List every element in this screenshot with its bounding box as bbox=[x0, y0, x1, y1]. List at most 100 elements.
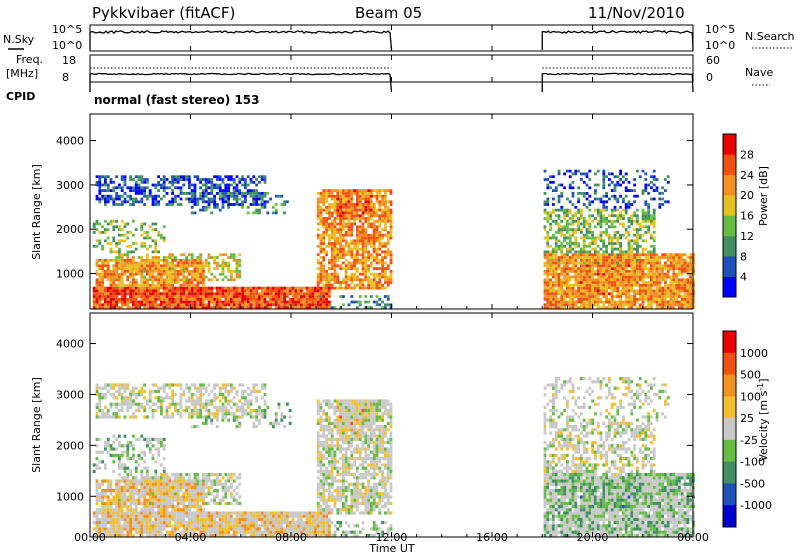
scatter-cell bbox=[191, 303, 194, 306]
scatter-cell bbox=[269, 298, 272, 301]
scatter-cell bbox=[152, 499, 155, 502]
scatter-cell bbox=[171, 415, 174, 418]
scatter-cell bbox=[670, 267, 673, 270]
scatter-cell bbox=[308, 301, 311, 304]
scatter-cell bbox=[157, 489, 160, 492]
scatter-cell bbox=[160, 463, 163, 466]
scatter-cell bbox=[104, 502, 107, 505]
scatter-cell bbox=[605, 256, 608, 259]
scatter-cell bbox=[602, 242, 605, 245]
scatter-cell bbox=[667, 301, 670, 304]
scatter-cell bbox=[322, 237, 325, 240]
scatter-cell bbox=[182, 292, 185, 295]
nsky-tick-top: 10^5 bbox=[52, 23, 82, 36]
scatter-cell bbox=[689, 259, 692, 262]
scatter-cell bbox=[160, 527, 163, 530]
scatter-cell bbox=[213, 287, 216, 290]
scatter-cell bbox=[591, 220, 594, 223]
scatter-cell bbox=[115, 270, 118, 273]
scatter-cell bbox=[594, 262, 597, 265]
scatter-cell bbox=[686, 267, 689, 270]
scatter-cell bbox=[191, 259, 194, 262]
scatter-cell bbox=[112, 527, 115, 530]
scatter-cell bbox=[138, 184, 141, 187]
scatter-cell bbox=[594, 301, 597, 304]
scatter-cell bbox=[266, 301, 269, 304]
scatter-cell bbox=[611, 303, 614, 306]
scatter-cell bbox=[112, 186, 115, 189]
scatter-cell bbox=[180, 399, 183, 402]
scatter-cell bbox=[367, 200, 370, 203]
scatter-cell bbox=[132, 486, 135, 489]
scatter-cell bbox=[124, 383, 127, 386]
scatter-cell bbox=[616, 284, 619, 287]
scatter-cell bbox=[544, 281, 547, 284]
scatter-cell bbox=[261, 301, 264, 304]
scatter-cell bbox=[350, 251, 353, 254]
scatter-cell bbox=[605, 209, 608, 212]
scatter-cell bbox=[630, 262, 633, 265]
scatter-cell bbox=[135, 511, 138, 514]
scatter-cell bbox=[205, 290, 208, 293]
scatter-cell bbox=[126, 251, 129, 254]
scatter-cell bbox=[563, 290, 566, 293]
scatter-cell bbox=[325, 195, 328, 198]
scatter-cell bbox=[297, 301, 300, 304]
scatter-cell bbox=[185, 511, 188, 514]
scatter-cell bbox=[230, 256, 233, 259]
scatter-cell bbox=[656, 284, 659, 287]
scatter-cell bbox=[115, 264, 118, 267]
scatter-cell bbox=[177, 524, 180, 527]
scatter-cell bbox=[336, 273, 339, 276]
scatter-cell bbox=[675, 267, 678, 270]
scatter-cell bbox=[182, 295, 185, 298]
scatter-cell bbox=[227, 206, 230, 209]
scatter-cell bbox=[129, 251, 132, 254]
scatter-cell bbox=[642, 303, 645, 306]
scatter-cell bbox=[110, 259, 113, 262]
scatter-cell bbox=[149, 502, 152, 505]
scatter-cell bbox=[328, 281, 331, 284]
scatter-cell bbox=[325, 295, 328, 298]
scatter-cell bbox=[359, 248, 362, 251]
scatter-cell bbox=[364, 273, 367, 276]
scatter-cell bbox=[135, 287, 138, 290]
scatter-cell bbox=[163, 521, 166, 524]
scatter-cell bbox=[112, 198, 115, 201]
scatter-cell bbox=[619, 298, 622, 301]
scatter-cell bbox=[241, 175, 244, 178]
scatter-cell bbox=[684, 295, 687, 298]
scatter-cell bbox=[160, 476, 163, 479]
scatter-cell bbox=[630, 301, 633, 304]
scatter-cell bbox=[140, 292, 143, 295]
scatter-cell bbox=[149, 515, 152, 518]
scatter-cell bbox=[210, 295, 213, 298]
scatter-cell bbox=[152, 403, 155, 406]
scatter-cell bbox=[115, 406, 118, 409]
scatter-cell bbox=[331, 287, 334, 290]
scatter-cell bbox=[381, 262, 384, 265]
scatter-cell bbox=[334, 228, 337, 231]
scatter-cell bbox=[350, 278, 353, 281]
scatter-cell bbox=[650, 253, 653, 256]
scatter-cell bbox=[93, 225, 96, 228]
scatter-cell bbox=[236, 189, 239, 192]
scatter-cell bbox=[362, 253, 365, 256]
scatter-cell bbox=[577, 276, 580, 279]
scatter-cell bbox=[191, 198, 194, 201]
scatter-cell bbox=[350, 223, 353, 226]
scatter-cell bbox=[149, 189, 152, 192]
scatter-cell bbox=[569, 245, 572, 248]
scatter-cell bbox=[560, 303, 563, 306]
scatter-cell bbox=[98, 409, 101, 412]
scatter-cell bbox=[107, 189, 110, 192]
scatter-cell bbox=[311, 295, 314, 298]
scatter-cell bbox=[238, 287, 241, 290]
scatter-cell bbox=[115, 438, 118, 441]
scatter-cell bbox=[236, 303, 239, 306]
scatter-cell bbox=[266, 212, 269, 215]
scatter-cell bbox=[135, 502, 138, 505]
scatter-cell bbox=[135, 290, 138, 293]
nsky-label: N.Sky bbox=[3, 33, 35, 46]
scatter-cell bbox=[132, 527, 135, 530]
